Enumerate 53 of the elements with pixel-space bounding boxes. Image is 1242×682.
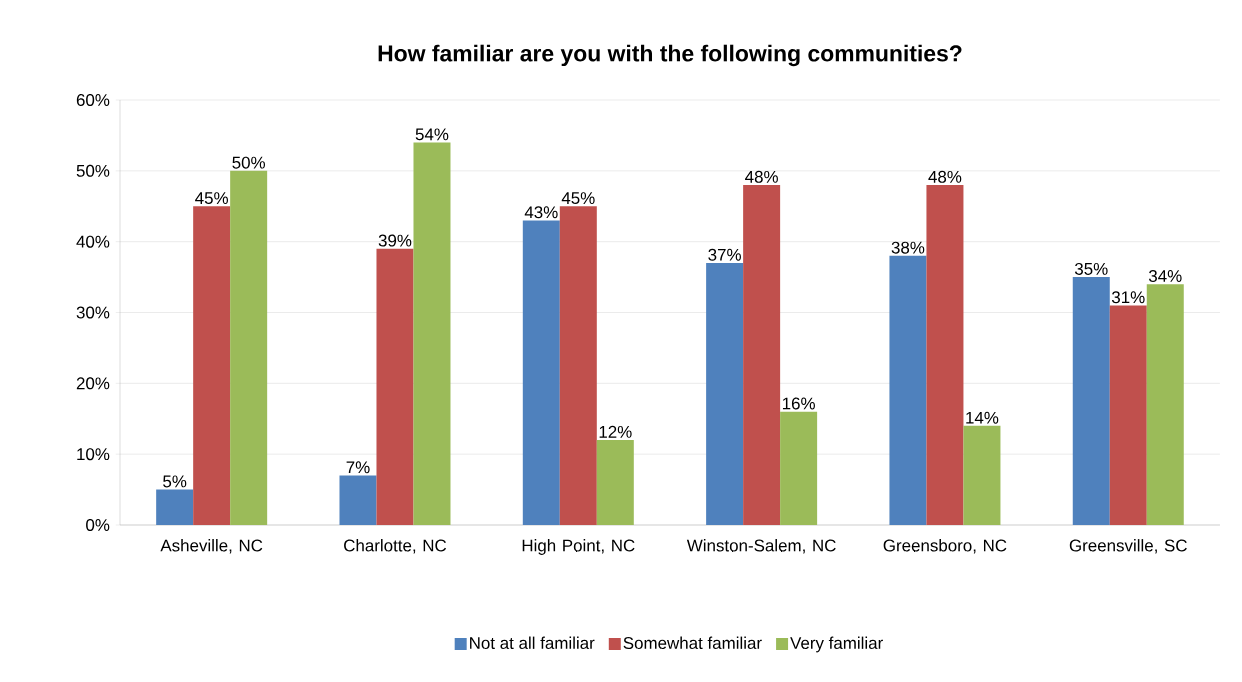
data-label: 39%	[378, 234, 412, 247]
data-label: 50%	[232, 156, 265, 169]
x-tick-label: Greensville, SC	[1069, 539, 1187, 554]
data-label: 14%	[966, 411, 999, 424]
bar	[926, 185, 964, 525]
bar	[889, 255, 927, 525]
bar	[230, 170, 268, 525]
y-tick-label: 0%	[86, 519, 110, 531]
bar	[559, 206, 597, 525]
bar	[1146, 284, 1184, 525]
y-tick-label: 10%	[77, 448, 110, 461]
legend-label: Not at all familiar	[470, 636, 595, 650]
x-tick-label: Asheville, NC	[160, 539, 263, 554]
bar	[1072, 277, 1110, 525]
bar	[1109, 305, 1147, 525]
data-label: 12%	[599, 425, 632, 438]
x-tick-label: High Point, NC	[522, 539, 635, 555]
data-label: 48%	[745, 170, 778, 183]
y-tick-label: 30%	[76, 306, 110, 319]
legend-label: Somewhat familiar	[623, 636, 762, 650]
x-tick-label: Greensboro, NC	[883, 539, 1007, 554]
bar	[156, 489, 194, 525]
data-label: 7%	[346, 461, 370, 474]
data-label: 43%	[524, 206, 558, 219]
y-tick-label: 60%	[76, 94, 110, 106]
y-tick-label: 40%	[76, 235, 110, 248]
bar	[743, 185, 781, 525]
bar	[193, 206, 231, 525]
y-tick-label: 20%	[76, 377, 110, 390]
bar	[596, 440, 634, 525]
data-label: 16%	[782, 397, 815, 410]
y-tick-label: 50%	[76, 164, 110, 177]
bar	[413, 142, 451, 525]
chart-title: How familiar are you with the following communities?	[378, 44, 962, 67]
data-label: 5%	[163, 475, 187, 488]
data-label: 34%	[1148, 269, 1182, 282]
bar	[963, 425, 1001, 525]
bar	[706, 262, 744, 525]
data-label: 38%	[891, 241, 925, 254]
data-label: 37%	[708, 248, 741, 261]
x-tick-label: Winston-Salem, NC	[686, 539, 836, 554]
data-label: 31%	[1111, 291, 1145, 304]
bar	[376, 248, 414, 525]
bar	[522, 220, 560, 525]
data-label: 35%	[1074, 262, 1108, 275]
bar	[339, 475, 377, 525]
legend-label: Very familiar	[790, 636, 883, 653]
data-label: 48%	[928, 170, 962, 183]
data-label: 45%	[195, 192, 228, 205]
bar	[780, 411, 818, 525]
x-tick-label: Charlotte, NC	[344, 539, 447, 554]
data-label: 45%	[561, 192, 595, 205]
data-label: 54%	[415, 128, 449, 141]
